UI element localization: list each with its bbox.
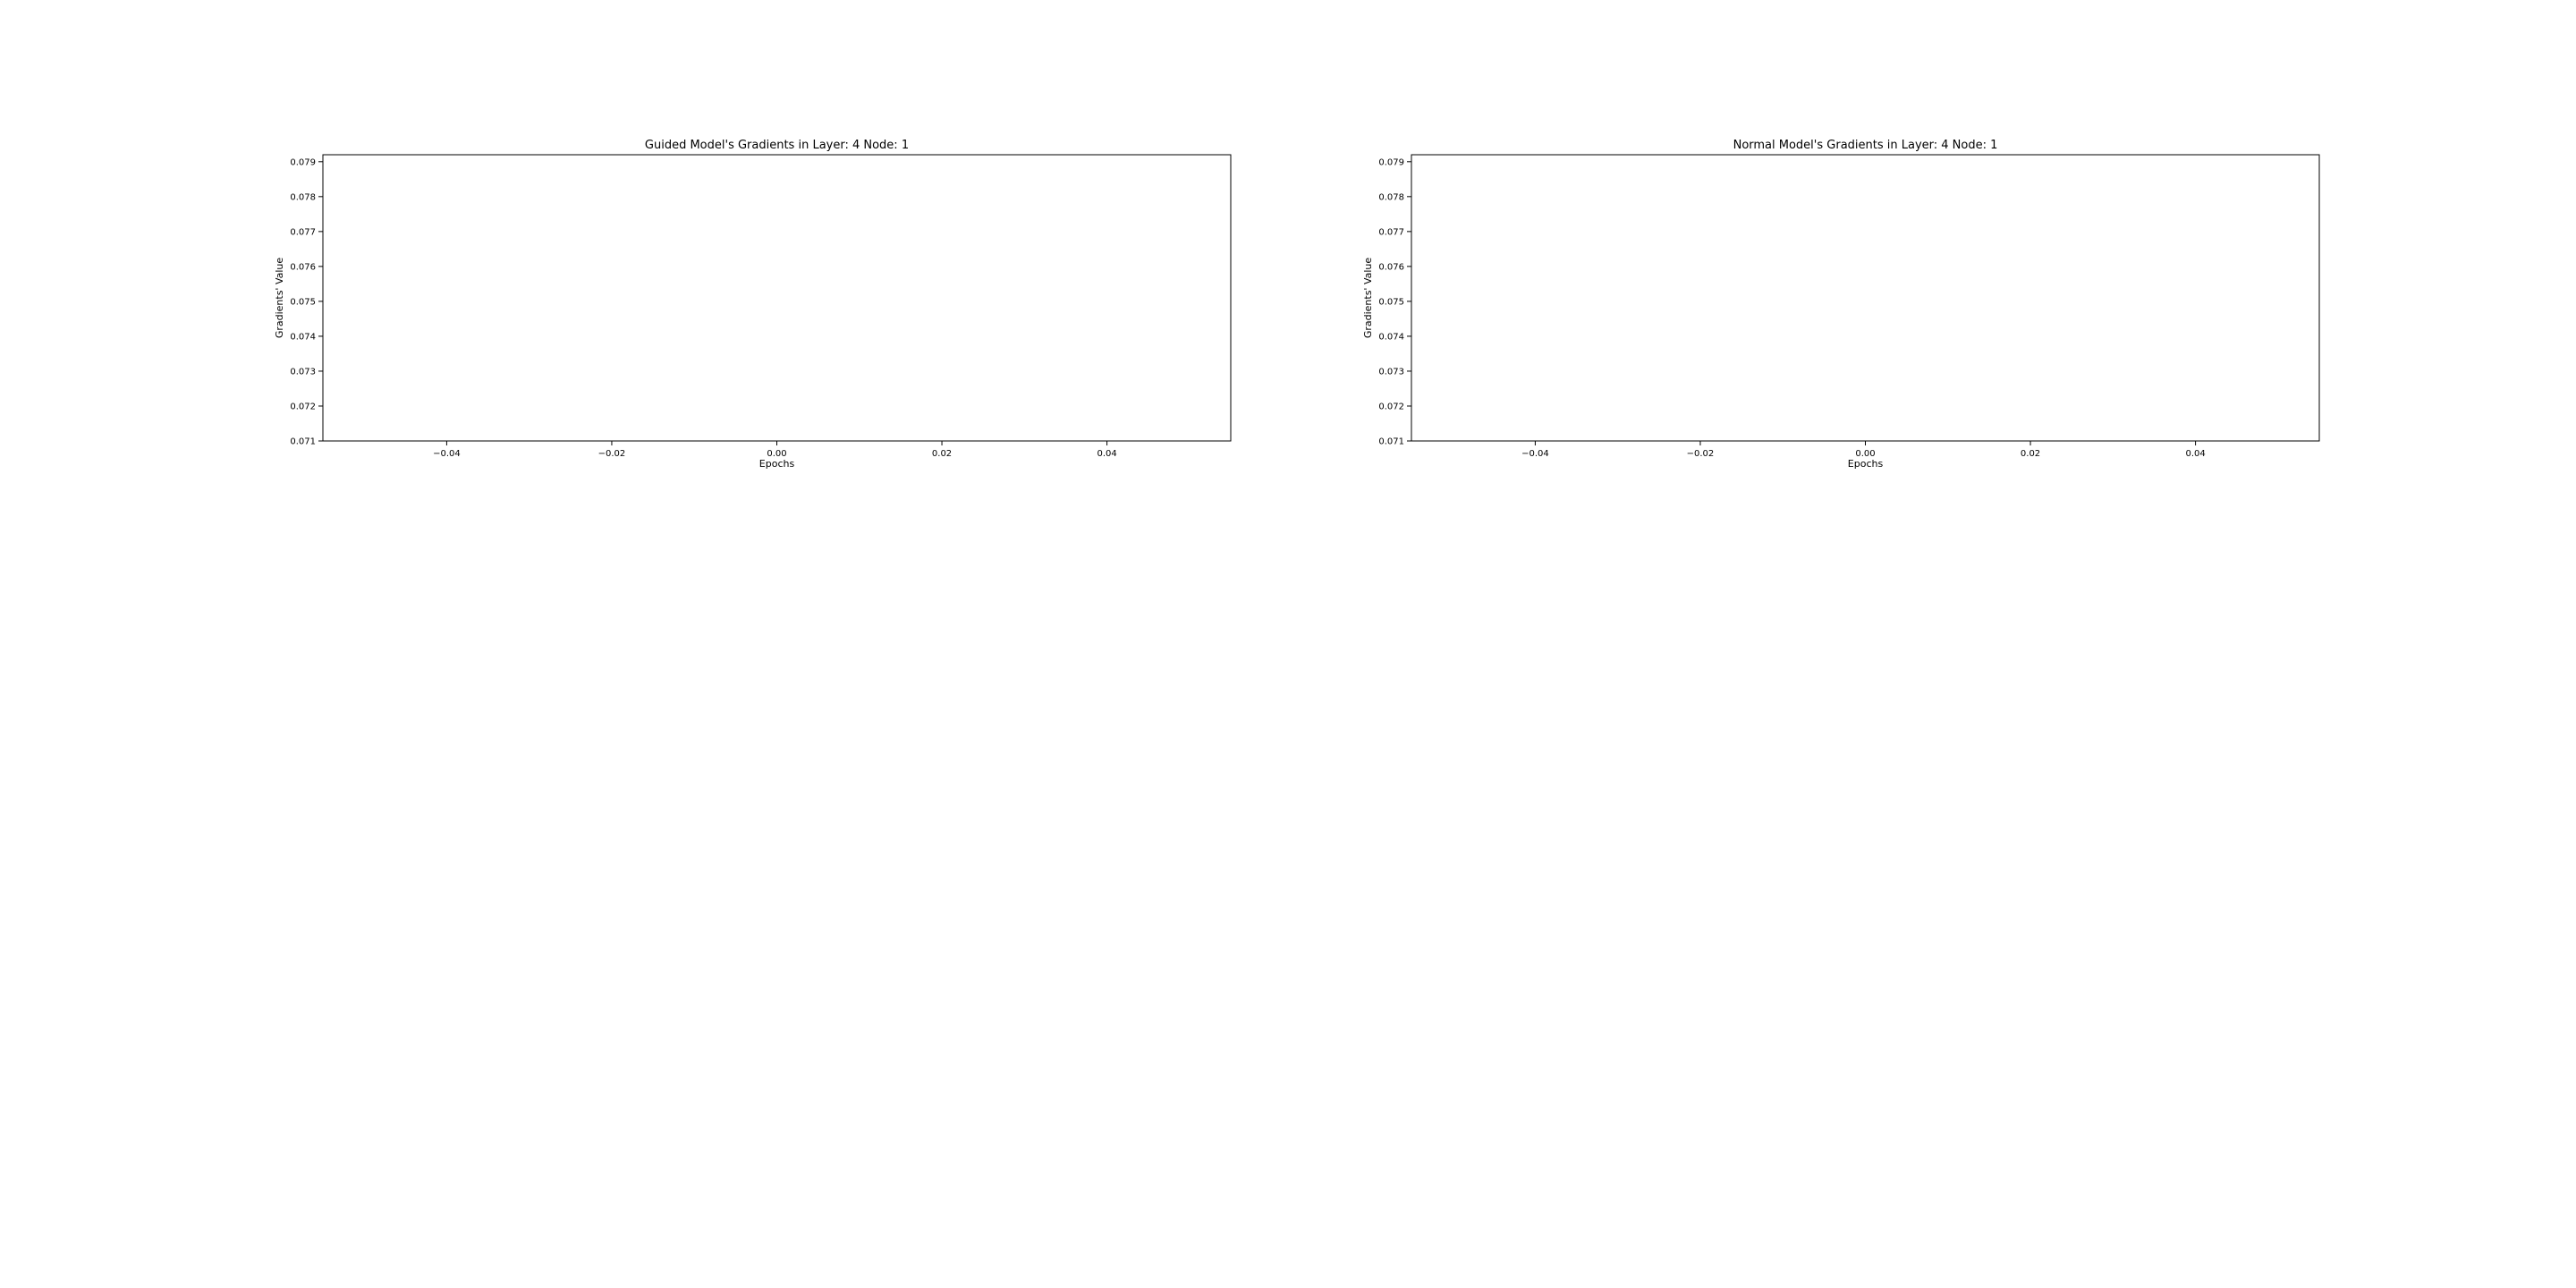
y-axis-label: Gradients' Value	[1362, 258, 1374, 339]
y-tick-label: 0.076	[290, 262, 316, 272]
y-tick-label: 0.079	[1378, 157, 1404, 167]
axis-ticks: −0.04 −0.02 0.00 0.02 0.04 0.071 0.072 0.073 0.0…	[290, 157, 1116, 459]
chart-title: Guided Model's Gradients in Layer: 4 Nod…	[645, 139, 909, 152]
x-tick-label: −0.04	[1521, 449, 1549, 459]
y-tick-label: 0.078	[1378, 192, 1404, 202]
x-tick-label: −0.02	[1687, 449, 1715, 459]
y-tick-label: 0.078	[290, 192, 316, 202]
x-tick-label: 0.02	[2021, 449, 2040, 459]
y-tick-label: 0.073	[1378, 367, 1404, 377]
y-tick-label: 0.074	[290, 332, 316, 342]
x-tick-label: 0.00	[767, 449, 786, 459]
x-tick-label: 0.04	[2185, 449, 2205, 459]
x-axis-label: Epochs	[759, 458, 795, 470]
y-tick-label: 0.077	[290, 227, 316, 237]
y-tick-label: 0.074	[1378, 332, 1404, 342]
x-tick-label: −0.02	[598, 449, 626, 459]
y-axis-label: Gradients' Value	[274, 258, 285, 339]
x-tick-label: −0.04	[433, 449, 461, 459]
y-tick-label: 0.072	[1378, 402, 1404, 411]
y-tick-label: 0.071	[290, 437, 316, 447]
y-tick-label: 0.076	[1378, 262, 1404, 272]
x-tick-label: 0.00	[1855, 449, 1875, 459]
y-tick-label: 0.073	[290, 367, 316, 377]
chart-title: Normal Model's Gradients in Layer: 4 Nod…	[1733, 139, 1998, 152]
guided-gradients-panel: Guided Model's Gradients in Layer: 4 Nod…	[274, 139, 1232, 470]
axis-ticks: −0.04 −0.02 0.00 0.02 0.04 0.071 0.072 0.073 0.0…	[1378, 157, 2205, 459]
x-tick-label: 0.02	[932, 449, 952, 459]
y-tick-label: 0.075	[1378, 297, 1404, 307]
y-tick-label: 0.077	[1378, 227, 1404, 237]
x-tick-label: 0.04	[1097, 449, 1116, 459]
y-tick-label: 0.072	[290, 402, 316, 411]
y-tick-label: 0.075	[290, 297, 316, 307]
y-tick-label: 0.079	[290, 157, 316, 167]
normal-gradients-panel: Normal Model's Gradients in Layer: 4 Nod…	[1362, 139, 2320, 470]
x-axis-label: Epochs	[1848, 458, 1884, 470]
y-tick-label: 0.071	[1378, 437, 1404, 447]
